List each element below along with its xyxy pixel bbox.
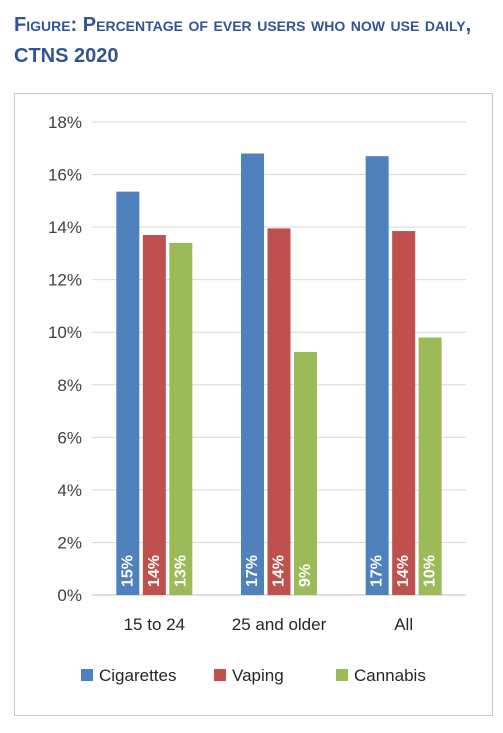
data-label: 10%: [422, 555, 439, 587]
bar-cannabis-1: [169, 242, 193, 595]
data-label: 17%: [369, 555, 386, 587]
y-tick-label: 14%: [48, 218, 82, 237]
bar-vaping-3: [392, 231, 416, 595]
bars: [116, 153, 442, 596]
x-category-label: 25 and older: [232, 615, 327, 634]
figure-title: Figure: Percentage of ever users who now…: [14, 10, 494, 72]
bar-cigarettes-3: [365, 156, 389, 595]
bar-vaping-1: [142, 234, 166, 595]
title-prefix: Figure:: [14, 14, 78, 36]
data-label: 14%: [271, 555, 288, 587]
y-tick-label: 8%: [57, 376, 82, 395]
data-label: 14%: [146, 555, 163, 587]
data-labels: 15% 14% 13% 17% 14% 9% 17% 14% 10%: [119, 555, 438, 587]
title-main: Percentage of ever users who now use dai…: [82, 14, 472, 36]
legend-label-cigarettes: Cigarettes: [99, 666, 176, 685]
bar-chart: 0% 2% 4% 6% 8% 10% 12% 14% 16% 18% 15% 14% 13% 17% 14…: [48, 113, 466, 685]
legend-swatch-vaping: [214, 669, 226, 681]
y-tick-label: 0%: [57, 586, 82, 605]
y-tick-label: 12%: [48, 271, 82, 290]
legend-label-vaping: Vaping: [232, 666, 284, 685]
data-label: 15%: [119, 555, 136, 587]
y-axis-ticks: 0% 2% 4% 6% 8% 10% 12% 14% 16% 18%: [48, 113, 82, 605]
bar-cigarettes-2: [241, 153, 264, 595]
legend: Cigarettes Vaping Cannabis: [81, 666, 426, 685]
x-category-label: All: [394, 615, 413, 634]
data-label: 14%: [395, 555, 412, 587]
y-tick-label: 6%: [57, 428, 82, 447]
x-category-label: 15 to 24: [124, 615, 185, 634]
y-tick-label: 10%: [48, 323, 82, 342]
bar-cannabis-3: [418, 337, 442, 595]
chart-frame: 0% 2% 4% 6% 8% 10% 12% 14% 16% 18% 15% 14% 13% 17% 14…: [14, 93, 493, 716]
title-suffix: CTNS 2020: [14, 45, 119, 67]
bar-cigarettes-1: [116, 191, 140, 595]
data-label: 13%: [172, 555, 189, 587]
legend-swatch-cannabis: [336, 669, 348, 681]
bar-cannabis-2: [294, 351, 317, 595]
bar-vaping-2: [267, 228, 291, 596]
y-tick-label: 16%: [48, 166, 82, 185]
legend-label-cannabis: Cannabis: [354, 666, 426, 685]
legend-swatch-cigarettes: [81, 669, 93, 681]
y-tick-label: 4%: [57, 481, 82, 500]
y-tick-label: 2%: [57, 533, 82, 552]
x-axis-categories: 15 to 24 25 and older All: [124, 615, 414, 634]
data-label: 17%: [244, 555, 261, 587]
data-label: 9%: [297, 564, 314, 587]
y-tick-label: 18%: [48, 113, 82, 132]
